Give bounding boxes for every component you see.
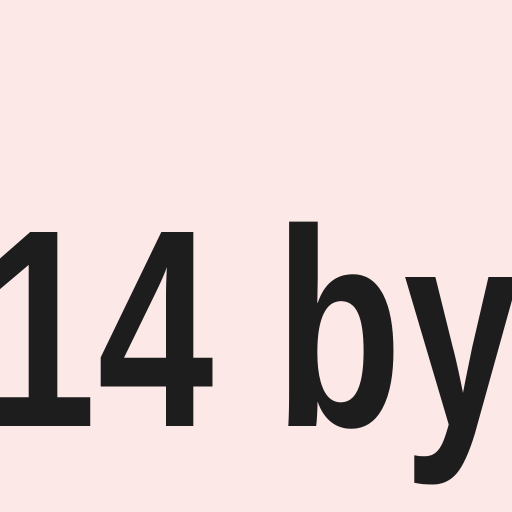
headline-text: 14 by bbox=[0, 171, 512, 486]
